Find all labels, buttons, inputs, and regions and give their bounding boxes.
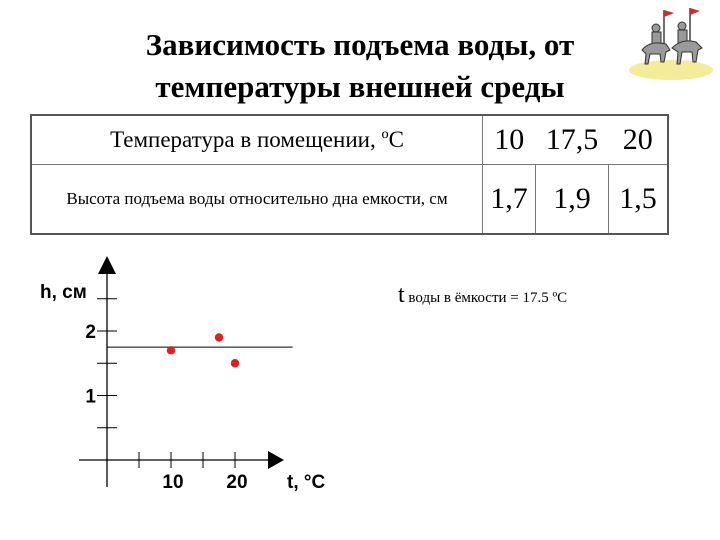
x-tick-label: 10 (162, 472, 183, 493)
y-tick-label: 1 (85, 387, 96, 408)
x-axis-label: t, °C (287, 472, 325, 493)
data-point (230, 359, 240, 368)
chart-ticks: 1 2 10 20 (85, 298, 248, 493)
note-text: воды в ёмкости = 17.5 ºС (404, 290, 568, 306)
data-table: Температура в помещении, ºС 10 17,5 20 В… (30, 114, 669, 235)
table-row: Высота подъема воды относительно дна емк… (30, 164, 669, 235)
data-point (166, 346, 176, 355)
title-line-1: Зависимость подъема воды, от (145, 27, 575, 62)
table-cell: 17,5 (535, 114, 609, 165)
table-cell: 20 (608, 114, 668, 165)
chart-axes (79, 256, 284, 487)
chart: 1 2 10 20 h, см t, °C (40, 256, 325, 493)
row-label-temperature: Температура в помещении, ºС (30, 114, 483, 165)
page-title: Зависимость подъема воды, от температуры… (40, 24, 680, 108)
note-symbol: t (398, 282, 405, 308)
table-cell: 10 (482, 114, 536, 165)
y-tick-label: 2 (85, 322, 96, 343)
table-cell: 1,9 (535, 164, 609, 235)
table-cell: 1,7 (482, 164, 536, 235)
table-cell: 1,5 (608, 164, 669, 235)
row-label-height: Высота подъема воды относительно дна емк… (30, 164, 483, 235)
table-row: Температура в помещении, ºС 10 17,5 20 (30, 114, 668, 165)
water-temperature-note: t воды в ёмкости = 17.5 ºС (398, 282, 567, 309)
chart-points (166, 333, 240, 368)
data-point (214, 333, 224, 342)
title-line-2: температуры внешней среды (155, 69, 565, 104)
knights-on-horseback-icon (629, 8, 713, 80)
y-axis-arrow (98, 256, 116, 274)
x-axis-arrow (268, 451, 284, 469)
x-tick-label: 20 (226, 472, 247, 493)
y-axis-label: h, см (40, 282, 87, 303)
